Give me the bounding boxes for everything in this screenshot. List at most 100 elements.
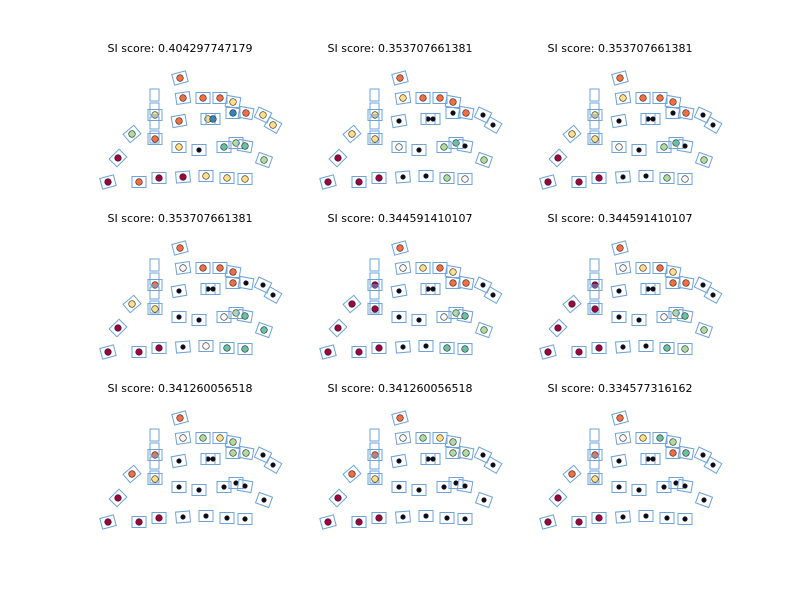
data-point	[643, 343, 649, 349]
cell	[445, 447, 461, 459]
cell	[439, 342, 455, 354]
cell	[394, 91, 412, 105]
cell-box	[254, 151, 274, 169]
cell	[571, 346, 587, 358]
cell-box	[615, 510, 631, 524]
data-point	[664, 515, 670, 521]
cell-box	[367, 133, 383, 145]
column-box	[149, 428, 160, 442]
panel: SI score: 0.353707661381	[99, 212, 283, 360]
data-point	[461, 345, 469, 353]
cell	[587, 473, 603, 485]
cell	[195, 432, 211, 444]
cell-box	[615, 170, 631, 184]
cell-box	[483, 456, 503, 474]
cell-box	[614, 91, 632, 105]
panel-title: SI score: 0.334577316162	[548, 382, 693, 395]
cell-box	[668, 137, 684, 149]
cell	[677, 173, 693, 185]
data-point	[673, 480, 679, 486]
data-point	[400, 514, 406, 520]
data-point	[400, 344, 406, 350]
column-box	[149, 442, 160, 456]
cell	[614, 91, 632, 105]
data-point	[710, 292, 716, 298]
data-point	[176, 74, 184, 82]
data-point	[430, 116, 436, 122]
cell-box	[418, 510, 434, 522]
cell	[236, 478, 254, 494]
data-point	[490, 122, 496, 128]
vertical-column	[369, 428, 380, 484]
cell	[635, 92, 651, 104]
cell-box	[415, 92, 431, 104]
data-point	[449, 438, 457, 446]
data-point	[462, 449, 470, 457]
cell-box	[174, 261, 192, 275]
cell-box	[191, 484, 207, 496]
cell-box	[391, 481, 407, 493]
data-point	[334, 494, 342, 502]
cell	[439, 172, 455, 184]
cell-box	[439, 342, 455, 354]
data-point	[155, 344, 163, 352]
cell	[216, 481, 232, 493]
panel: SI score: 0.341260056518	[319, 382, 503, 530]
data-point	[544, 518, 552, 526]
cell	[319, 344, 337, 360]
cell	[703, 456, 723, 474]
cell	[367, 473, 383, 485]
cell-box	[439, 172, 455, 184]
data-point	[416, 487, 422, 493]
data-point	[179, 434, 187, 442]
cell	[254, 491, 274, 509]
cell-box	[703, 116, 723, 134]
cell-box	[367, 109, 383, 121]
cell-box	[703, 286, 723, 304]
cell-box	[659, 512, 675, 524]
panel: SI score: 0.341260056518	[99, 382, 283, 530]
cell-box	[219, 172, 235, 184]
data-point	[636, 317, 642, 323]
cell	[174, 261, 192, 275]
data-point	[656, 434, 664, 442]
data-point	[396, 414, 404, 422]
data-point	[619, 264, 627, 272]
cell	[425, 113, 441, 125]
cell-box	[191, 314, 207, 326]
vertical-column	[589, 88, 600, 144]
cell-box	[390, 113, 408, 129]
cell	[677, 275, 695, 291]
cell	[147, 473, 163, 485]
data-point	[682, 143, 688, 149]
cell-box	[263, 456, 283, 474]
cell	[351, 176, 367, 188]
cell-box	[448, 477, 464, 489]
vertical-column	[589, 428, 600, 484]
data-point	[400, 174, 406, 180]
cell-box	[237, 173, 253, 185]
data-point	[260, 156, 268, 164]
cell-box	[587, 279, 603, 291]
cell	[342, 464, 362, 484]
data-point	[616, 118, 622, 124]
cell	[703, 286, 723, 304]
cell	[418, 340, 434, 352]
cell-box	[611, 410, 629, 426]
cell-box	[659, 172, 675, 184]
panel: SI score: 0.344591410107	[539, 212, 723, 360]
cell-box	[351, 176, 367, 188]
data-point	[620, 344, 626, 350]
column-box	[589, 258, 600, 272]
cell-box	[394, 261, 412, 275]
cell-box	[195, 92, 211, 104]
cell-box	[205, 283, 221, 295]
cell	[448, 137, 464, 149]
cell-box	[456, 138, 474, 154]
cell-box	[367, 449, 383, 461]
cell	[614, 431, 632, 445]
cell-box	[425, 453, 441, 465]
data-point	[229, 438, 237, 446]
data-point	[710, 122, 716, 128]
cell-box	[108, 488, 128, 508]
